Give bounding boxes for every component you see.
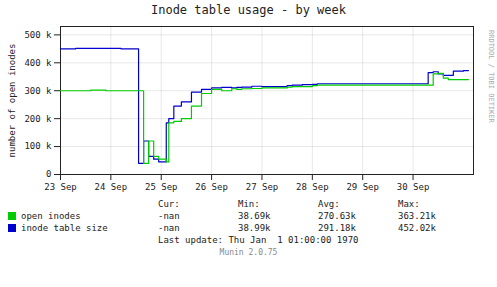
html-text:RRDTOOL / TOBI OETIKER: RRDTOOL / TOBI OETIKER	[487, 30, 495, 123]
html-text:-nan: -nan	[158, 211, 180, 221]
html-text:inode table size: inode table size	[21, 223, 108, 233]
svg-text:number of open inodes: number of open inodes	[7, 44, 17, 158]
svg-text:500 k: 500 k	[24, 30, 52, 40]
html-text:Max:: Max:	[398, 199, 420, 209]
html-text:363.21k: 363.21k	[398, 211, 436, 221]
svg-text:29 Sep: 29 Sep	[346, 182, 379, 192]
svg-text:23 Sep: 23 Sep	[44, 182, 77, 192]
svg-text:30 Sep: 30 Sep	[397, 182, 430, 192]
html-text:38.99k: 38.99k	[238, 223, 271, 233]
svg-text:200 k: 200 k	[24, 114, 52, 124]
html-text:291.18k: 291.18k	[318, 223, 356, 233]
svg-text:26 Sep: 26 Sep	[195, 182, 228, 192]
html-text:-nan: -nan	[158, 223, 180, 233]
html-text:38.69k: 38.69k	[238, 211, 271, 221]
html-text:452.02k: 452.02k	[398, 223, 436, 233]
svg-text:100 k: 100 k	[24, 141, 52, 151]
html-text:Min:: Min:	[238, 199, 260, 209]
html-text:270.63k: 270.63k	[318, 211, 356, 221]
html-text:Inode table usage - by week: Inode table usage - by week	[151, 3, 346, 17]
svg-text:25 Sep: 25 Sep	[145, 182, 178, 192]
html-text:Last update: Thu Jan 1 01:00:0: Last update: Thu Jan 1 01:00:00 1970	[158, 235, 359, 245]
svg-text:27 Sep: 27 Sep	[246, 182, 279, 192]
html-text:Avg:: Avg:	[318, 199, 340, 209]
svg-text:28 Sep: 28 Sep	[296, 182, 329, 192]
html-text:Cur:: Cur:	[158, 199, 180, 209]
svg-text:24 Sep: 24 Sep	[95, 182, 128, 192]
svg-text:0: 0	[46, 169, 51, 179]
html-text:open inodes: open inodes	[21, 211, 81, 221]
html-text:Munin 2.0.75: Munin 2.0.75	[219, 248, 278, 257]
svg-text:400 k: 400 k	[24, 58, 52, 68]
svg-text:300 k: 300 k	[24, 86, 52, 96]
